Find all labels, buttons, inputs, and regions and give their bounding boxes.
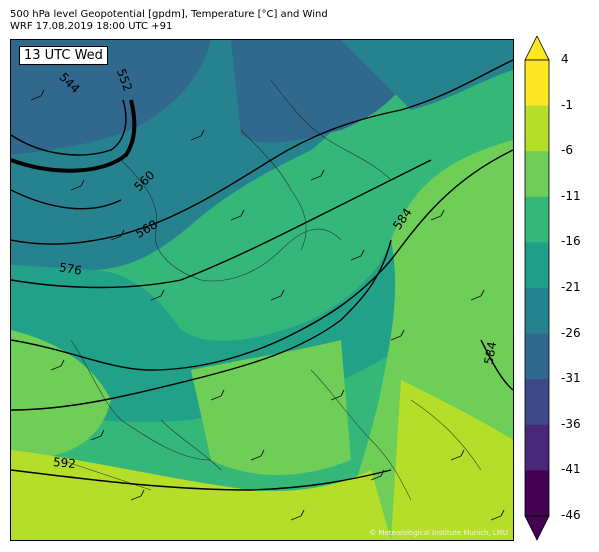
- colorbar-tick-label: -36: [561, 416, 581, 431]
- weather-map: 544 552 560 568 576 584 584 592 13 UTC W…: [10, 39, 514, 541]
- colorbar-tick-label: -1: [561, 97, 573, 112]
- map-canvas: [11, 40, 513, 540]
- colorbar-tick-label: -21: [561, 280, 581, 294]
- colorbar-tick-label: -31: [561, 371, 581, 386]
- colorbar-segment: [525, 242, 549, 289]
- colorbar-tick-label: -11: [561, 188, 581, 203]
- colorbar-tick-label: -16: [561, 234, 581, 249]
- colorbar-segment: [525, 333, 549, 380]
- contour-label-592: 592: [52, 455, 77, 471]
- colorbar-tick-label: 4: [561, 52, 569, 66]
- credit-text: © Meteorological Institute Munich, LMU: [369, 529, 508, 537]
- time-label: 13 UTC Wed: [19, 46, 108, 65]
- colorbar-tick-label: -46: [561, 508, 581, 522]
- colorbar-segment: [525, 424, 549, 471]
- map-title-line1: 500 hPa level Geopotential [gpdm], Tempe…: [10, 9, 328, 20]
- colorbar-segment: [525, 60, 549, 107]
- wind-barbs: [30, 89, 505, 521]
- colorbar-tick-label: -26: [561, 325, 581, 340]
- colorbar-tick-label: -41: [561, 462, 581, 477]
- colorbar-tick-label: -6: [561, 143, 573, 158]
- colorbar-segment: [525, 288, 549, 335]
- colorbar-segment: [525, 196, 549, 243]
- colorbar-segment: [525, 470, 549, 517]
- colorbar-segment: [525, 151, 549, 198]
- colorbar-segment: [525, 379, 549, 426]
- map-title-line2: WRF 17.08.2019 18:00 UTC +91: [10, 21, 173, 32]
- colorbar-segment: [525, 105, 549, 152]
- colorbar: [524, 36, 550, 541]
